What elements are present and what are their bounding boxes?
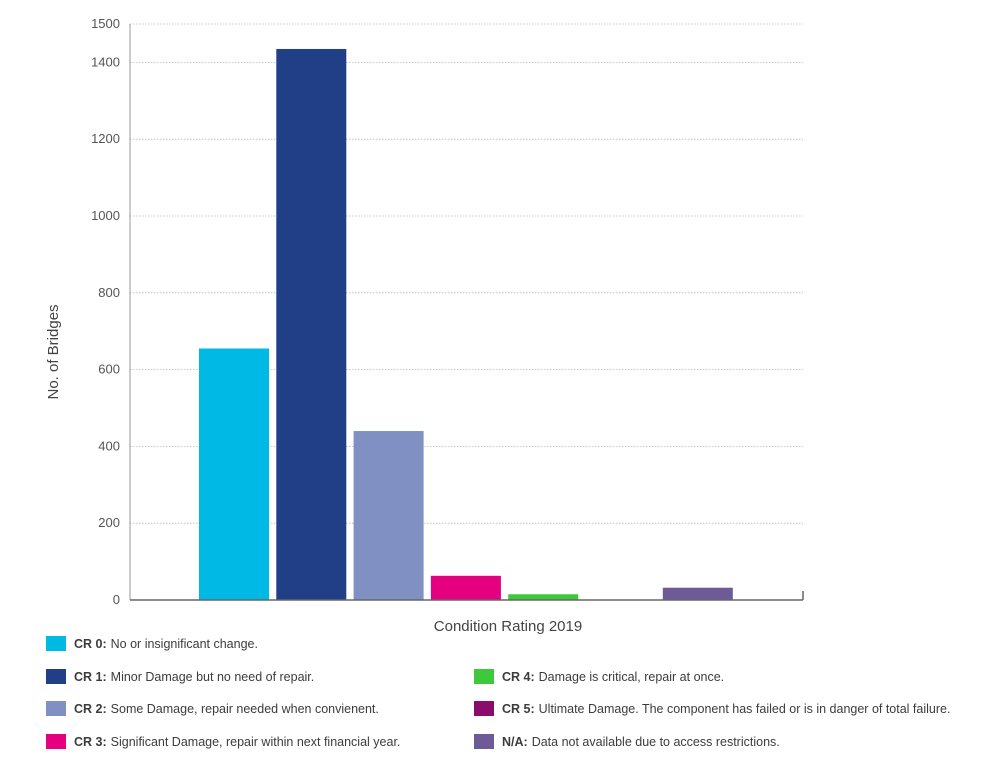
legend-swatch <box>46 669 66 684</box>
y-tick-label: 1400 <box>91 54 120 69</box>
bars <box>199 48 733 600</box>
legend-item-cr2: CR 2: Some Damage, repair needed when co… <box>46 701 379 716</box>
y-tick-label: 600 <box>98 362 120 377</box>
x-axis-title: Condition Rating 2019 <box>434 618 582 635</box>
legend-code: CR 5: <box>502 701 535 716</box>
legend-text: Minor Damage but no need of repair. <box>110 669 315 684</box>
legend-item-cr4: CR 4: Damage is critical, repair at once… <box>474 669 724 684</box>
legend-code: CR 1: <box>74 669 107 684</box>
bar-cr2 <box>353 431 424 600</box>
legend-text: Some Damage, repair needed when conviene… <box>110 701 379 716</box>
legend-text: Damage is critical, repair at once. <box>538 669 725 684</box>
y-tick-label: 800 <box>98 285 120 300</box>
legend-code: CR 4: <box>502 669 535 684</box>
legend-swatch <box>474 734 494 749</box>
legend-item-cr1: CR 1: Minor Damage but no need of repair… <box>46 669 314 684</box>
y-tick-label: 1500 <box>91 16 120 31</box>
y-axis-ticks: 0 200 400 600 800 1000 1200 1400 1500 <box>91 16 120 607</box>
bar-chart: 0 200 400 600 800 1000 1200 1400 1500 No. of Bri… <box>45 16 804 635</box>
y-tick-label: 200 <box>98 515 120 530</box>
bar-cr4 <box>508 594 579 600</box>
y-tick-label: 0 <box>113 592 120 607</box>
bar-cr1 <box>276 48 347 600</box>
y-tick-label: 1200 <box>91 131 120 146</box>
legend-swatch <box>474 701 494 716</box>
legend-swatch <box>474 669 494 684</box>
legend-code: CR 3: <box>74 734 107 749</box>
legend-item-na: N/A: Data not available due to access re… <box>474 734 780 749</box>
y-tick-label: 400 <box>98 438 120 453</box>
legend-code: CR 2: <box>74 701 107 716</box>
y-axis-title: No. of Bridges <box>45 304 62 399</box>
bar-cr3 <box>430 575 501 600</box>
legend-item-cr3: CR 3: Significant Damage, repair within … <box>46 734 400 749</box>
bar-cr0 <box>199 348 269 600</box>
y-tick-label: 1000 <box>91 208 120 223</box>
legend-item-cr5: CR 5: Ultimate Damage. The component has… <box>474 701 950 716</box>
legend-code: N/A: <box>502 734 528 749</box>
legend-text: Ultimate Damage. The component has faile… <box>538 701 951 716</box>
legend-text: Significant Damage, repair within next f… <box>110 734 401 749</box>
legend-swatch <box>46 734 66 749</box>
bar-na <box>662 587 733 600</box>
legend-swatch <box>46 701 66 716</box>
legend-text: Data not available due to access restric… <box>531 734 780 749</box>
